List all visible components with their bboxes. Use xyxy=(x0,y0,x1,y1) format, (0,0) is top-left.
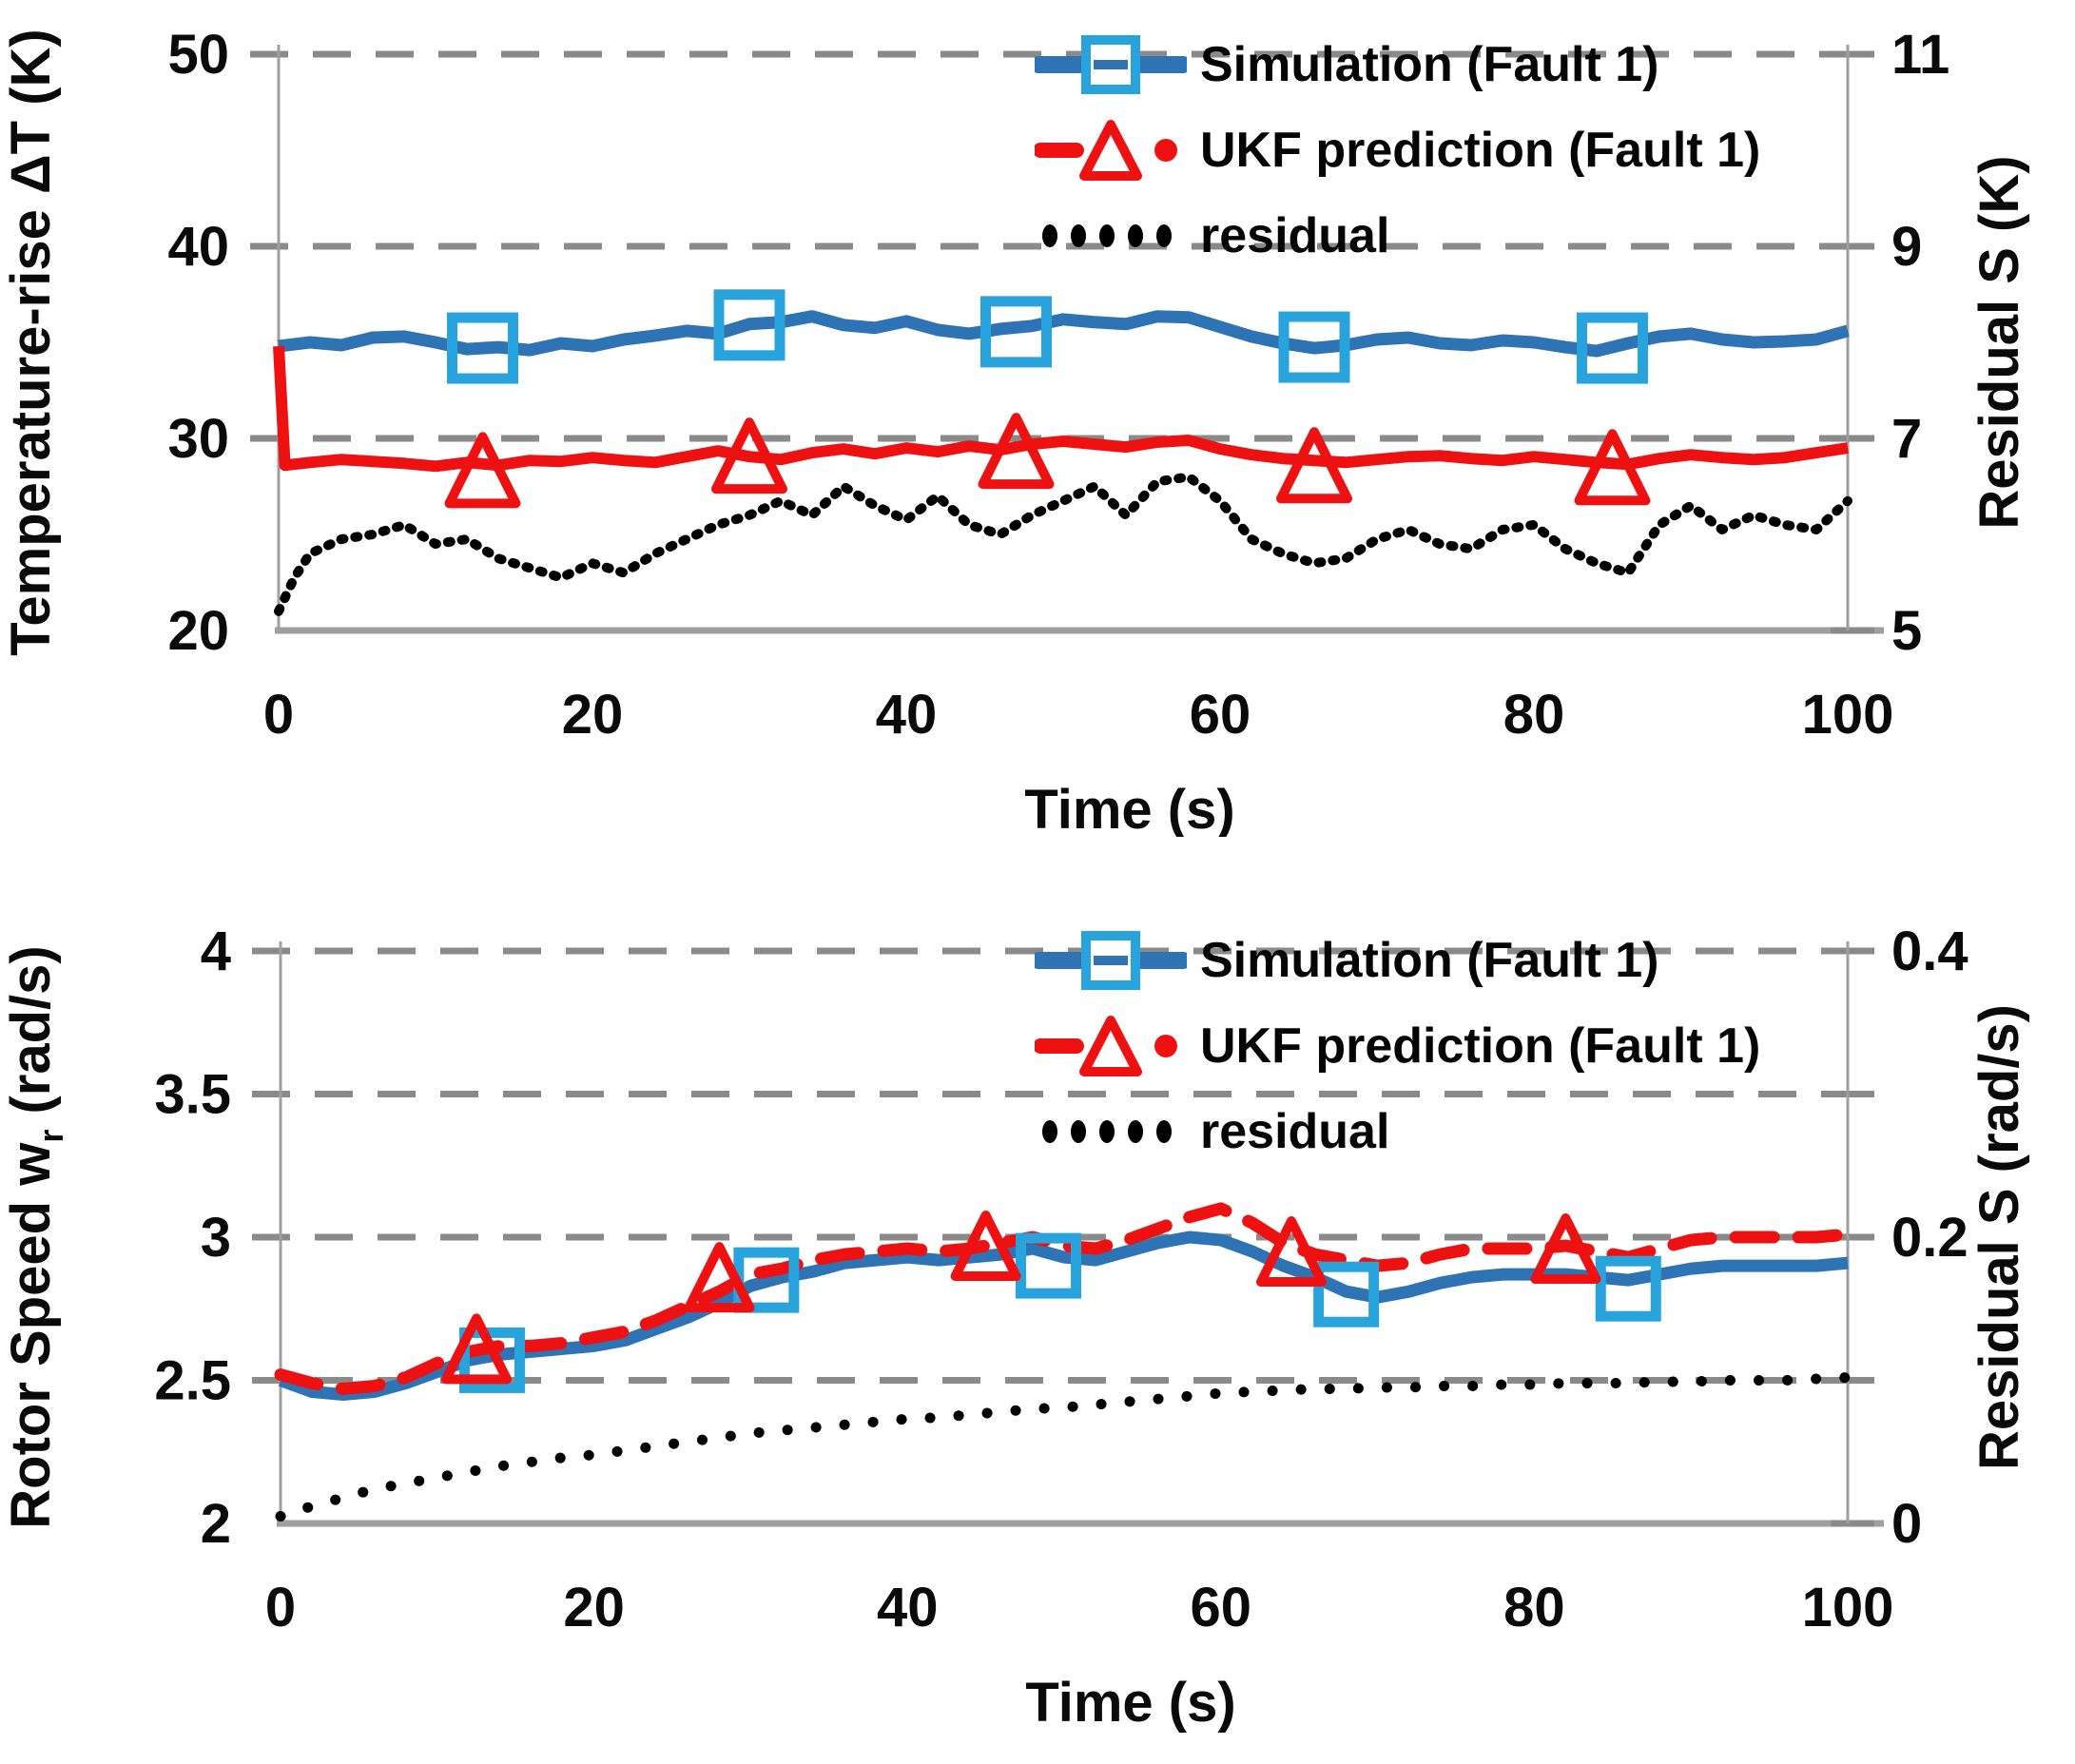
legend-dots-sample xyxy=(1099,1120,1115,1143)
legend-label: residual xyxy=(1200,1104,1390,1159)
left-tick-label: 40 xyxy=(167,216,229,278)
legend-item-sim: Simulation (Fault 1) xyxy=(1035,927,1760,994)
legend-item-res: residual xyxy=(1035,203,1760,269)
legend-dots-sample xyxy=(1099,224,1115,247)
left-tick-label: 3.5 xyxy=(154,1064,231,1126)
square-marker xyxy=(980,296,1052,368)
x-axis-title: Time (s) xyxy=(1025,1672,1235,1734)
left-tick-label: 2 xyxy=(201,1493,231,1555)
triangle-marker xyxy=(444,432,521,509)
legend-item-sim: Simulation (Fault 1) xyxy=(1035,31,1760,98)
right-tick-label: 9 xyxy=(1891,216,1922,278)
left-tick-label: 30 xyxy=(167,408,229,470)
x-tick-label: 20 xyxy=(563,1577,625,1638)
legend-item-ukf: UKF prediction (Fault 1) xyxy=(1035,117,1760,184)
square-marker xyxy=(1595,1255,1661,1322)
left-tick-label: 4 xyxy=(201,921,231,982)
left-tick-label: 50 xyxy=(167,24,229,86)
x-tick-label: 60 xyxy=(1190,684,1251,746)
left-axis-title: Rotor Speed wr (rad/s) xyxy=(0,945,70,1528)
legend-item-ukf: UKF prediction (Fault 1) xyxy=(1035,1013,1760,1079)
triangle-marker xyxy=(1574,429,1651,506)
triangle-marker xyxy=(441,1313,512,1385)
legend-dots-sample xyxy=(1042,1120,1057,1143)
right-tick-label: 0 xyxy=(1891,1493,1922,1555)
legend-dots-sample xyxy=(1071,224,1086,247)
series-ukf xyxy=(273,345,1849,473)
legend-dots-sample xyxy=(1156,224,1172,247)
legend-dots-sample xyxy=(1156,1120,1172,1143)
x-tick-label: 80 xyxy=(1503,1577,1565,1638)
triangle-marker xyxy=(711,417,787,494)
square-marker xyxy=(1278,311,1350,383)
legend-dots-sample xyxy=(1042,224,1057,247)
square-marker xyxy=(458,1327,525,1393)
x-axis-title: Time (s) xyxy=(1024,779,1234,837)
triangle-marker xyxy=(978,413,1055,490)
legend-triangle-sample xyxy=(1079,120,1142,181)
series-residual xyxy=(274,472,1852,616)
x-tick-label: 80 xyxy=(1503,684,1565,746)
legend-label: Simulation (Fault 1) xyxy=(1200,37,1659,92)
legend-item-res: residual xyxy=(1035,1098,1760,1165)
legend-temperature-chart: Simulation (Fault 1) UKF prediction (Faul… xyxy=(1035,31,1760,269)
left-tick-label: 20 xyxy=(167,600,229,662)
x-tick-label: 60 xyxy=(1191,1577,1252,1638)
x-tick-label: 40 xyxy=(876,684,938,746)
left-tick-label: 2.5 xyxy=(154,1350,231,1412)
x-tick-label: 0 xyxy=(265,1577,296,1638)
square-marker xyxy=(1313,1261,1380,1328)
right-axis-title: Residual S (K) xyxy=(1968,155,2030,529)
square-marker xyxy=(1016,1232,1082,1299)
right-tick-label: 0.2 xyxy=(1891,1207,1968,1269)
right-tick-label: 0.4 xyxy=(1891,921,1968,982)
legend-label: residual xyxy=(1200,208,1390,263)
square-marker xyxy=(447,312,518,384)
right-tick-label: 5 xyxy=(1891,600,1922,662)
x-tick-label: 0 xyxy=(263,684,294,746)
legend-dot-sample xyxy=(1154,139,1177,162)
series-residual xyxy=(275,1372,1853,1522)
legend-rotor-chart: Simulation (Fault 1) UKF prediction (Faul… xyxy=(1035,927,1760,1165)
x-tick-label: 100 xyxy=(1802,684,1894,746)
legend-dots-sample xyxy=(1128,224,1143,247)
legend-dots-sample xyxy=(1071,1120,1086,1143)
right-tick-label: 11 xyxy=(1891,24,1949,86)
x-tick-label: 20 xyxy=(562,684,624,746)
chart-rotor: 4 3.5 3 2.5 2 0.4 0.2 0 0 20 40 60 80 100 Time (s) Roto… xyxy=(0,921,2030,1734)
legend-dots-sample xyxy=(1128,1120,1143,1143)
square-marker xyxy=(1577,312,1648,384)
triangle-marker xyxy=(1255,1216,1327,1288)
triangle-marker xyxy=(684,1242,755,1313)
square-marker xyxy=(713,289,785,361)
triangle-marker xyxy=(1276,427,1352,504)
right-tick-label: 7 xyxy=(1891,408,1922,470)
left-tick-label: 3 xyxy=(201,1207,231,1269)
triangle-marker xyxy=(950,1211,1021,1282)
right-axis-title: Residual S (rad/s) xyxy=(1968,1004,2030,1470)
legend-label: UKF prediction (Fault 1) xyxy=(1200,1018,1761,1074)
legend-dot-sample xyxy=(1154,1035,1177,1057)
legend-triangle-sample xyxy=(1079,1016,1142,1076)
legend-label: UKF prediction (Fault 1) xyxy=(1200,123,1761,178)
left-axis-title: Temperature-rise ΔT (K) xyxy=(0,29,62,655)
legend-label: Simulation (Fault 1) xyxy=(1200,933,1659,988)
triangle-marker xyxy=(1530,1213,1601,1285)
x-tick-label: 40 xyxy=(877,1577,939,1638)
x-tick-label: 100 xyxy=(1802,1577,1894,1638)
